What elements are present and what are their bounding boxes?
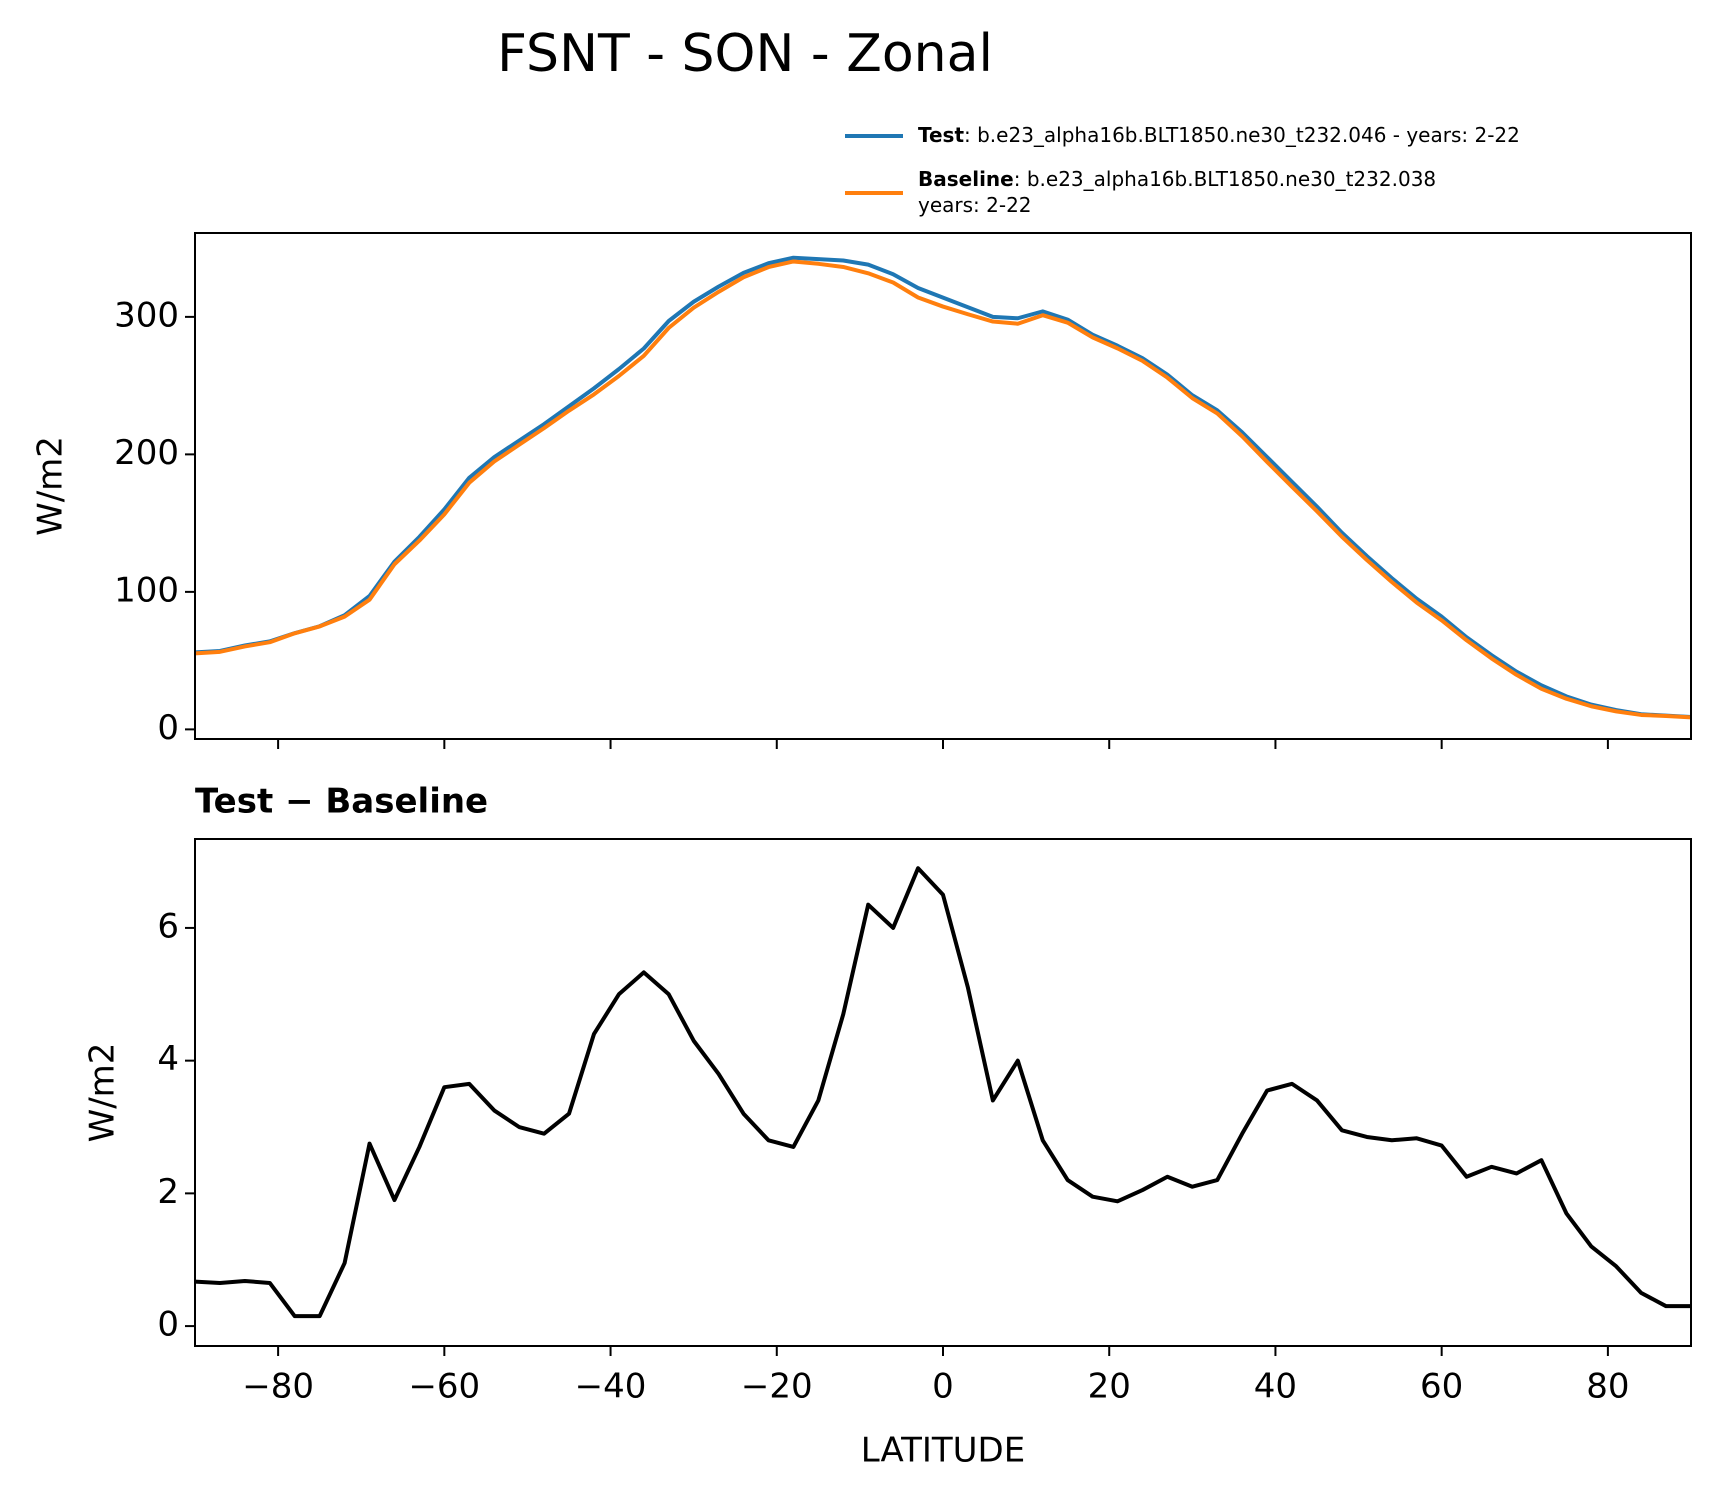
- legend-label: : b.e23_alpha16b.BLT1850.ne30_t232.038: [1014, 167, 1436, 191]
- y-tick-label: 4: [157, 1039, 179, 1079]
- legend-name: Test: [918, 123, 964, 147]
- x-axis-label: LATITUDE: [861, 1431, 1025, 1471]
- x-tick-label: −40: [575, 1367, 647, 1407]
- data-line: [195, 866, 1691, 1319]
- axes-frame: [194, 232, 1692, 740]
- y-tick-label: 2: [157, 1172, 179, 1212]
- figure-title: FSNT - SON - Zonal: [497, 24, 993, 84]
- x-tick-label: 80: [1586, 1367, 1629, 1407]
- y-tick-label: 0: [157, 1305, 179, 1345]
- legend-label: : b.e23_alpha16b.BLT1850.ne30_t232.046 -…: [964, 123, 1520, 147]
- legend-entry: years: 2-22: [918, 193, 1032, 217]
- x-tick-label: −80: [242, 1367, 314, 1407]
- x-tick-label: 40: [1254, 1367, 1297, 1407]
- y-tick-label: 300: [114, 295, 179, 335]
- y-tick-label: 200: [114, 433, 179, 473]
- y-tick-label: 6: [157, 906, 179, 946]
- x-tick-label: 60: [1420, 1367, 1463, 1407]
- data-line: [195, 259, 1691, 720]
- y-tick-label: 0: [157, 708, 179, 748]
- x-tick-label: −20: [741, 1367, 813, 1407]
- legend-entry: Test: b.e23_alpha16b.BLT1850.ne30_t232.0…: [918, 123, 1520, 147]
- axes-frame: [194, 838, 1692, 1347]
- data-line: [195, 255, 1691, 719]
- legend-entry: Baseline: b.e23_alpha16b.BLT1850.ne30_t2…: [918, 167, 1436, 191]
- legend-label: years: 2-22: [918, 193, 1032, 217]
- y-tick-label: 100: [114, 570, 179, 610]
- legend-name: Baseline: [918, 167, 1014, 191]
- subplot-title: Test − Baseline: [195, 782, 488, 822]
- y-axis-label: W/m2: [83, 1043, 123, 1143]
- x-tick-label: 20: [1088, 1367, 1131, 1407]
- x-tick-label: −60: [408, 1367, 480, 1407]
- x-tick-label: 0: [932, 1367, 954, 1407]
- y-axis-label: W/m2: [31, 436, 71, 536]
